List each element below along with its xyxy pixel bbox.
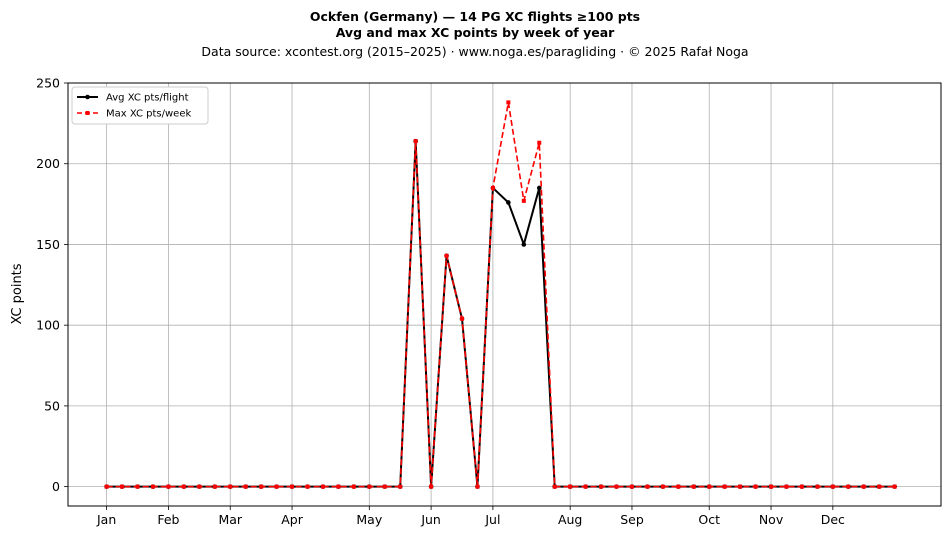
y-tick-label-100: 100	[36, 318, 60, 333]
y-tick-label-250: 250	[36, 76, 60, 91]
chart-subtitle: Data source: xcontest.org (2015–2025) · …	[201, 44, 748, 59]
series-point-max-week-1	[104, 484, 109, 489]
series-point-max-week-38	[676, 484, 681, 489]
x-tick-label-nov: Nov	[759, 512, 784, 527]
series-point-max-week-5	[166, 484, 171, 489]
y-axis-label: XC points	[10, 263, 25, 324]
series-point-max-week-23	[444, 253, 449, 258]
series-point-max-week-35	[629, 484, 634, 489]
series-point-max-week-33	[599, 484, 604, 489]
series-point-max-week-49	[846, 484, 851, 489]
series-point-max-week-3	[135, 484, 140, 489]
series-point-max-week-48	[830, 484, 835, 489]
series-point-avg-week-28	[521, 242, 527, 247]
series-point-max-week-43	[753, 484, 758, 489]
series-point-max-week-31	[568, 484, 573, 489]
series-point-max-week-39	[691, 484, 696, 489]
plot-frame	[67, 82, 942, 507]
x-tick-label-feb: Feb	[157, 512, 179, 527]
series-point-max-week-26	[490, 185, 495, 190]
legend-box	[71, 86, 209, 125]
x-tick-label-may: May	[356, 512, 382, 527]
legend-avg-label: Avg XC pts/flight	[106, 93, 189, 104]
series-point-max-week-17	[351, 484, 356, 489]
y-tick-label-200: 200	[36, 156, 60, 171]
series-point-max-week-50	[861, 484, 866, 489]
chart-title-line1: Ockfen (Germany) — 14 PG XC flights ≥100…	[310, 9, 640, 24]
series-point-max-week-21	[413, 139, 418, 144]
x-tick-label-aug: Aug	[558, 512, 582, 527]
ticks: Jan Feb Mar Apr May Jun Jul Aug Sep Oct Nov Dec 0 50 1…	[36, 76, 845, 528]
y-tick-label-150: 150	[36, 237, 60, 252]
x-tick-label-dec: Dec	[821, 512, 845, 527]
chart-title-line2: Avg and max XC points by week of year	[336, 25, 615, 40]
y-tick-label-50: 50	[44, 398, 60, 413]
series-point-max-week-2	[120, 484, 125, 489]
legend-avg-marker	[85, 94, 90, 100]
series-point-max-week-36	[645, 484, 650, 489]
series-point-max-week-45	[784, 484, 789, 489]
x-tick-label-jan: Jan	[96, 512, 116, 527]
series-point-max-week-13	[290, 484, 295, 489]
x-tick-label-oct: Oct	[698, 512, 720, 527]
series-point-avg-week-27	[506, 200, 511, 205]
series-point-max-week-42	[738, 484, 743, 489]
series-point-max-week-24	[460, 316, 465, 321]
series-point-avg-week-29	[536, 185, 542, 191]
series-point-max-week-47	[815, 484, 820, 489]
series-point-max-week-41	[722, 484, 727, 489]
x-tick-label-jun: Jun	[420, 512, 441, 527]
series-point-max-week-28	[521, 198, 526, 203]
series-line-max	[106, 101, 895, 488]
series-point-max-week-15	[320, 484, 325, 489]
x-tick-label-jul: Jul	[484, 512, 500, 527]
legend-max-label: Max XC pts/week	[106, 109, 191, 120]
series-point-max-week-32	[583, 484, 588, 489]
series-point-max-week-40	[707, 484, 712, 489]
series-point-max-week-10	[243, 484, 248, 489]
series-point-max-week-27	[506, 100, 511, 105]
series-point-max-week-19	[382, 484, 387, 489]
series-point-max-week-14	[305, 484, 310, 489]
series-point-max-week-7	[197, 484, 202, 489]
series-point-max-week-37	[660, 484, 665, 489]
grid	[68, 82, 941, 506]
series-point-max-week-8	[212, 484, 217, 489]
series-point-max-week-16	[336, 484, 341, 489]
x-tick-label-apr: Apr	[281, 512, 303, 527]
series-point-max-week-29	[537, 140, 542, 145]
series-point-max-week-18	[367, 484, 372, 489]
series-point-max-week-9	[228, 484, 233, 489]
legend-max-marker	[85, 111, 90, 115]
series-point-max-week-25	[475, 484, 480, 489]
y-tick-label-0: 0	[52, 479, 60, 494]
series-point-max-week-4	[150, 484, 155, 489]
x-tick-label-mar: Mar	[218, 512, 242, 527]
series-point-max-week-12	[274, 484, 279, 489]
legend: Avg XC pts/flight Max XC pts/week	[71, 86, 209, 125]
series-point-max-week-51	[877, 484, 882, 489]
series-point-max-week-52	[892, 484, 897, 489]
series-point-max-week-6	[181, 484, 186, 489]
series-point-max-week-11	[259, 484, 264, 489]
series-point-max-week-30	[552, 484, 557, 489]
series-layer	[104, 100, 897, 489]
series-line-avg	[106, 140, 895, 488]
series-point-max-week-44	[769, 484, 774, 489]
series-point-max-week-46	[799, 484, 804, 489]
series-point-max-week-22	[429, 484, 434, 489]
series-point-max-week-20	[398, 484, 403, 489]
series-point-max-week-34	[614, 484, 619, 489]
x-tick-label-sep: Sep	[620, 512, 644, 527]
